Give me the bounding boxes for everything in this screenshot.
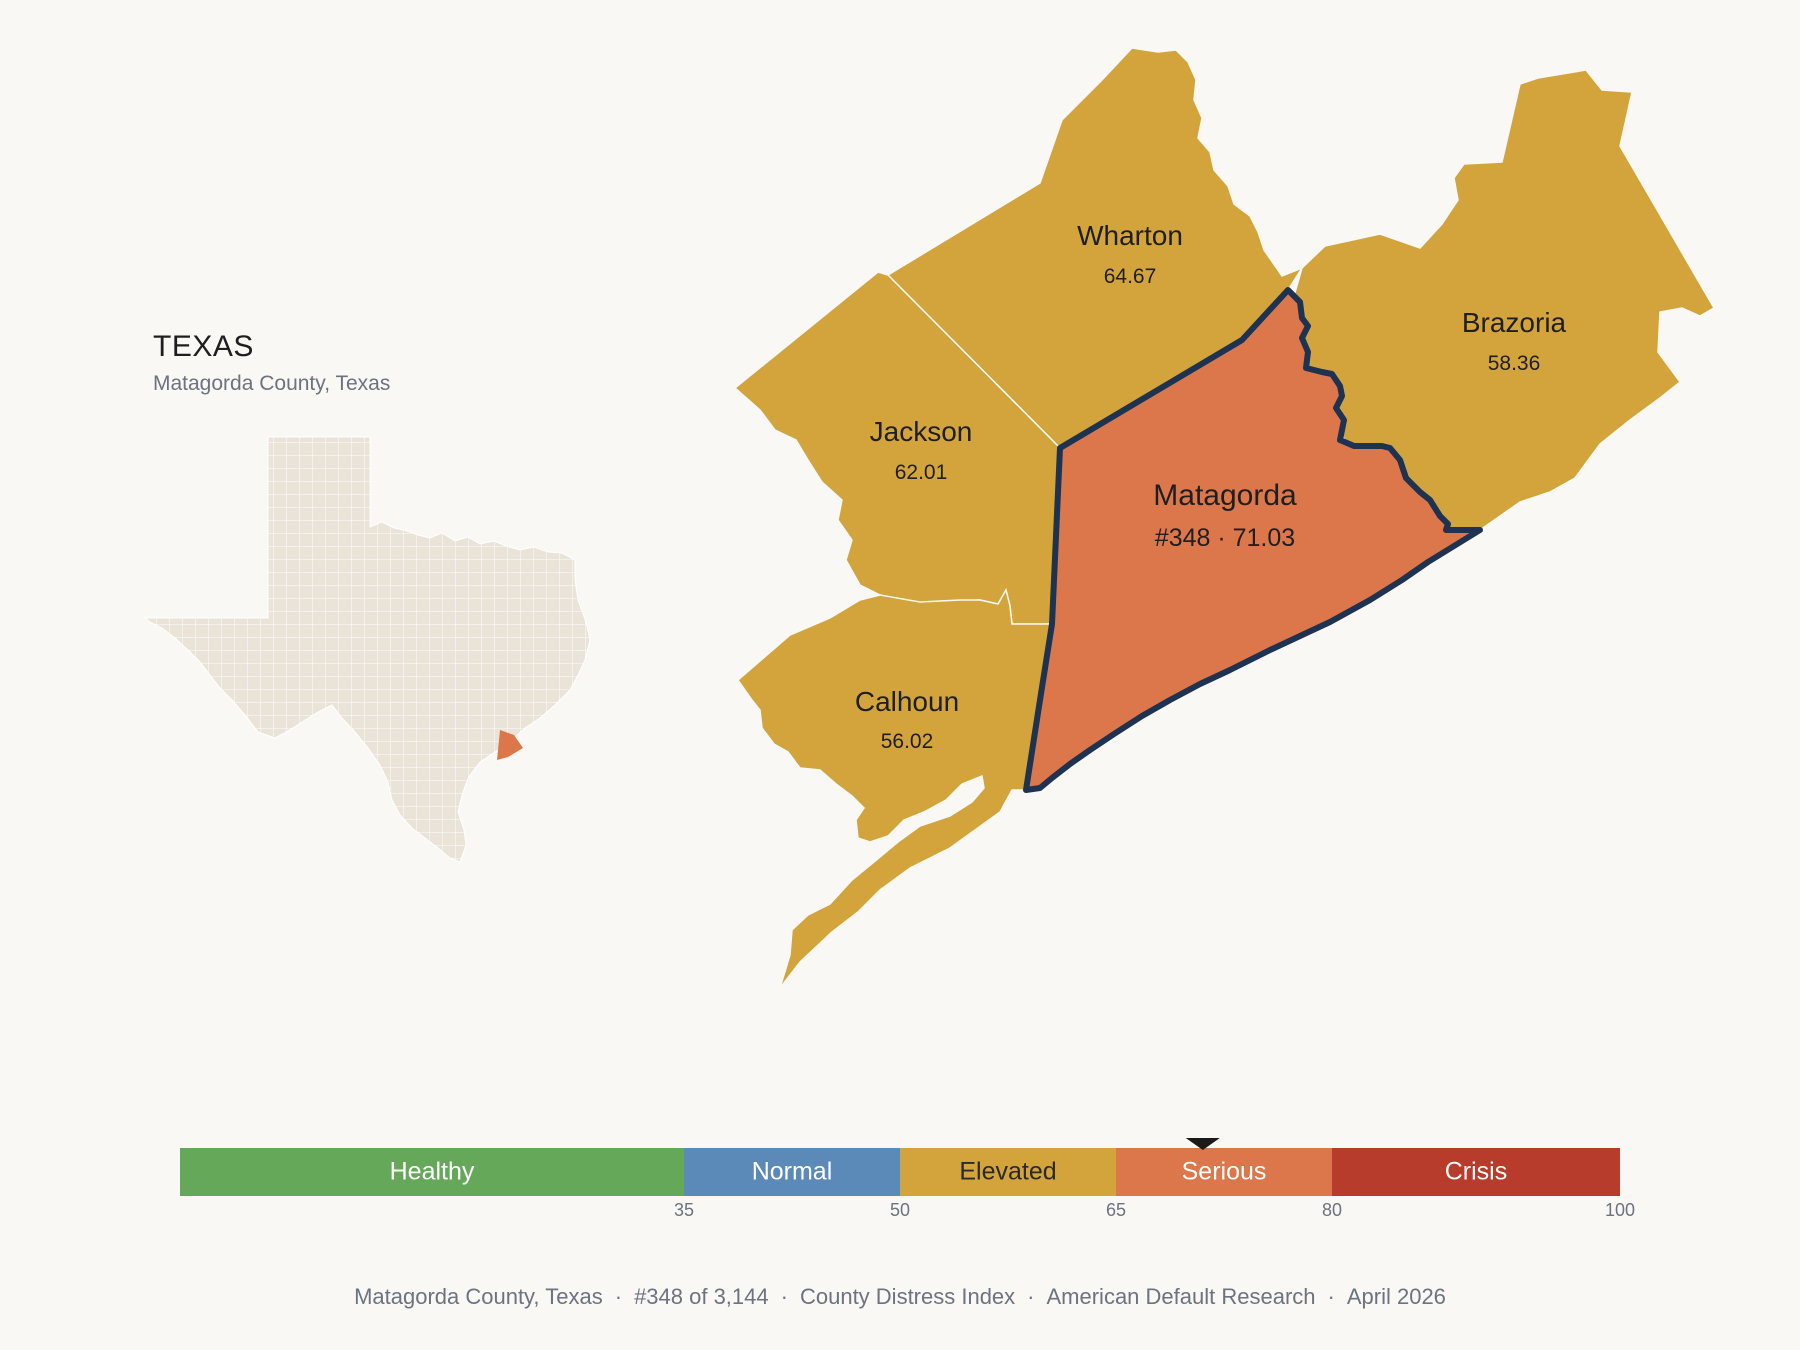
county-labels: Wharton 64.67 Brazoria 58.36 Jackson 62.…: [855, 220, 1567, 753]
legend-label-elevated: Elevated: [959, 1158, 1056, 1186]
county-score-wharton: 64.67: [1104, 265, 1157, 288]
legend-band-healthy: [180, 1148, 684, 1196]
legend-label-normal: Normal: [752, 1158, 833, 1186]
legend-marker: [1185, 1138, 1220, 1150]
legend-label-crisis: Crisis: [1445, 1158, 1508, 1186]
legend-band-elevated: [900, 1148, 1116, 1196]
county-label-jackson: Jackson: [870, 416, 973, 447]
legend-band-serious: [1116, 1148, 1332, 1196]
footer-credits: Matagorda County, Texas · #348 of 3,144 · Co…: [354, 1284, 1446, 1309]
distress-scale-legend: Healthy Normal Elevated Serious Crisis 35 50 65…: [180, 1138, 1635, 1220]
inset-state-title: TEXAS: [153, 330, 254, 363]
legend-tick-50: 50: [890, 1200, 910, 1220]
county-score-jackson: 62.01: [895, 461, 948, 484]
texas-county-grid: [143, 436, 591, 863]
legend-label-serious: Serious: [1182, 1158, 1267, 1186]
county-label-calhoun: Calhoun: [855, 686, 959, 717]
texas-inset-map: [143, 436, 591, 863]
footer-date: April 2026: [1346, 1284, 1446, 1309]
county-matagorda[interactable]: [1023, 287, 1483, 793]
footer-county: Matagorda County, Texas: [354, 1284, 603, 1309]
footer-source: American Default Research: [1046, 1284, 1316, 1309]
footer-rank: #348 of 3,144: [634, 1284, 769, 1309]
county-score-matagorda: #348 · 71.03: [1155, 524, 1295, 552]
county-label-brazoria: Brazoria: [1462, 307, 1567, 338]
county-score-calhoun: 56.02: [881, 730, 934, 753]
county-map: [733, 47, 1716, 989]
legend-label-healthy: Healthy: [390, 1158, 475, 1186]
footer-index-name: County Distress Index: [799, 1284, 1016, 1309]
legend-tick-100: 100: [1605, 1200, 1635, 1220]
legend-tick-80: 80: [1322, 1200, 1342, 1220]
legend-band-crisis: [1332, 1148, 1620, 1196]
legend-tick-35: 35: [674, 1200, 694, 1220]
legend-tick-65: 65: [1106, 1200, 1126, 1220]
county-score-brazoria: 58.36: [1488, 352, 1541, 375]
legend-band-normal: [684, 1148, 900, 1196]
county-calhoun[interactable]: [736, 588, 1053, 989]
county-label-matagorda: Matagorda: [1153, 479, 1297, 512]
county-label-wharton: Wharton: [1077, 220, 1183, 251]
matagorda-inset-highlight: [497, 730, 523, 760]
inset-county-subtitle: Matagorda County, Texas: [153, 372, 391, 395]
